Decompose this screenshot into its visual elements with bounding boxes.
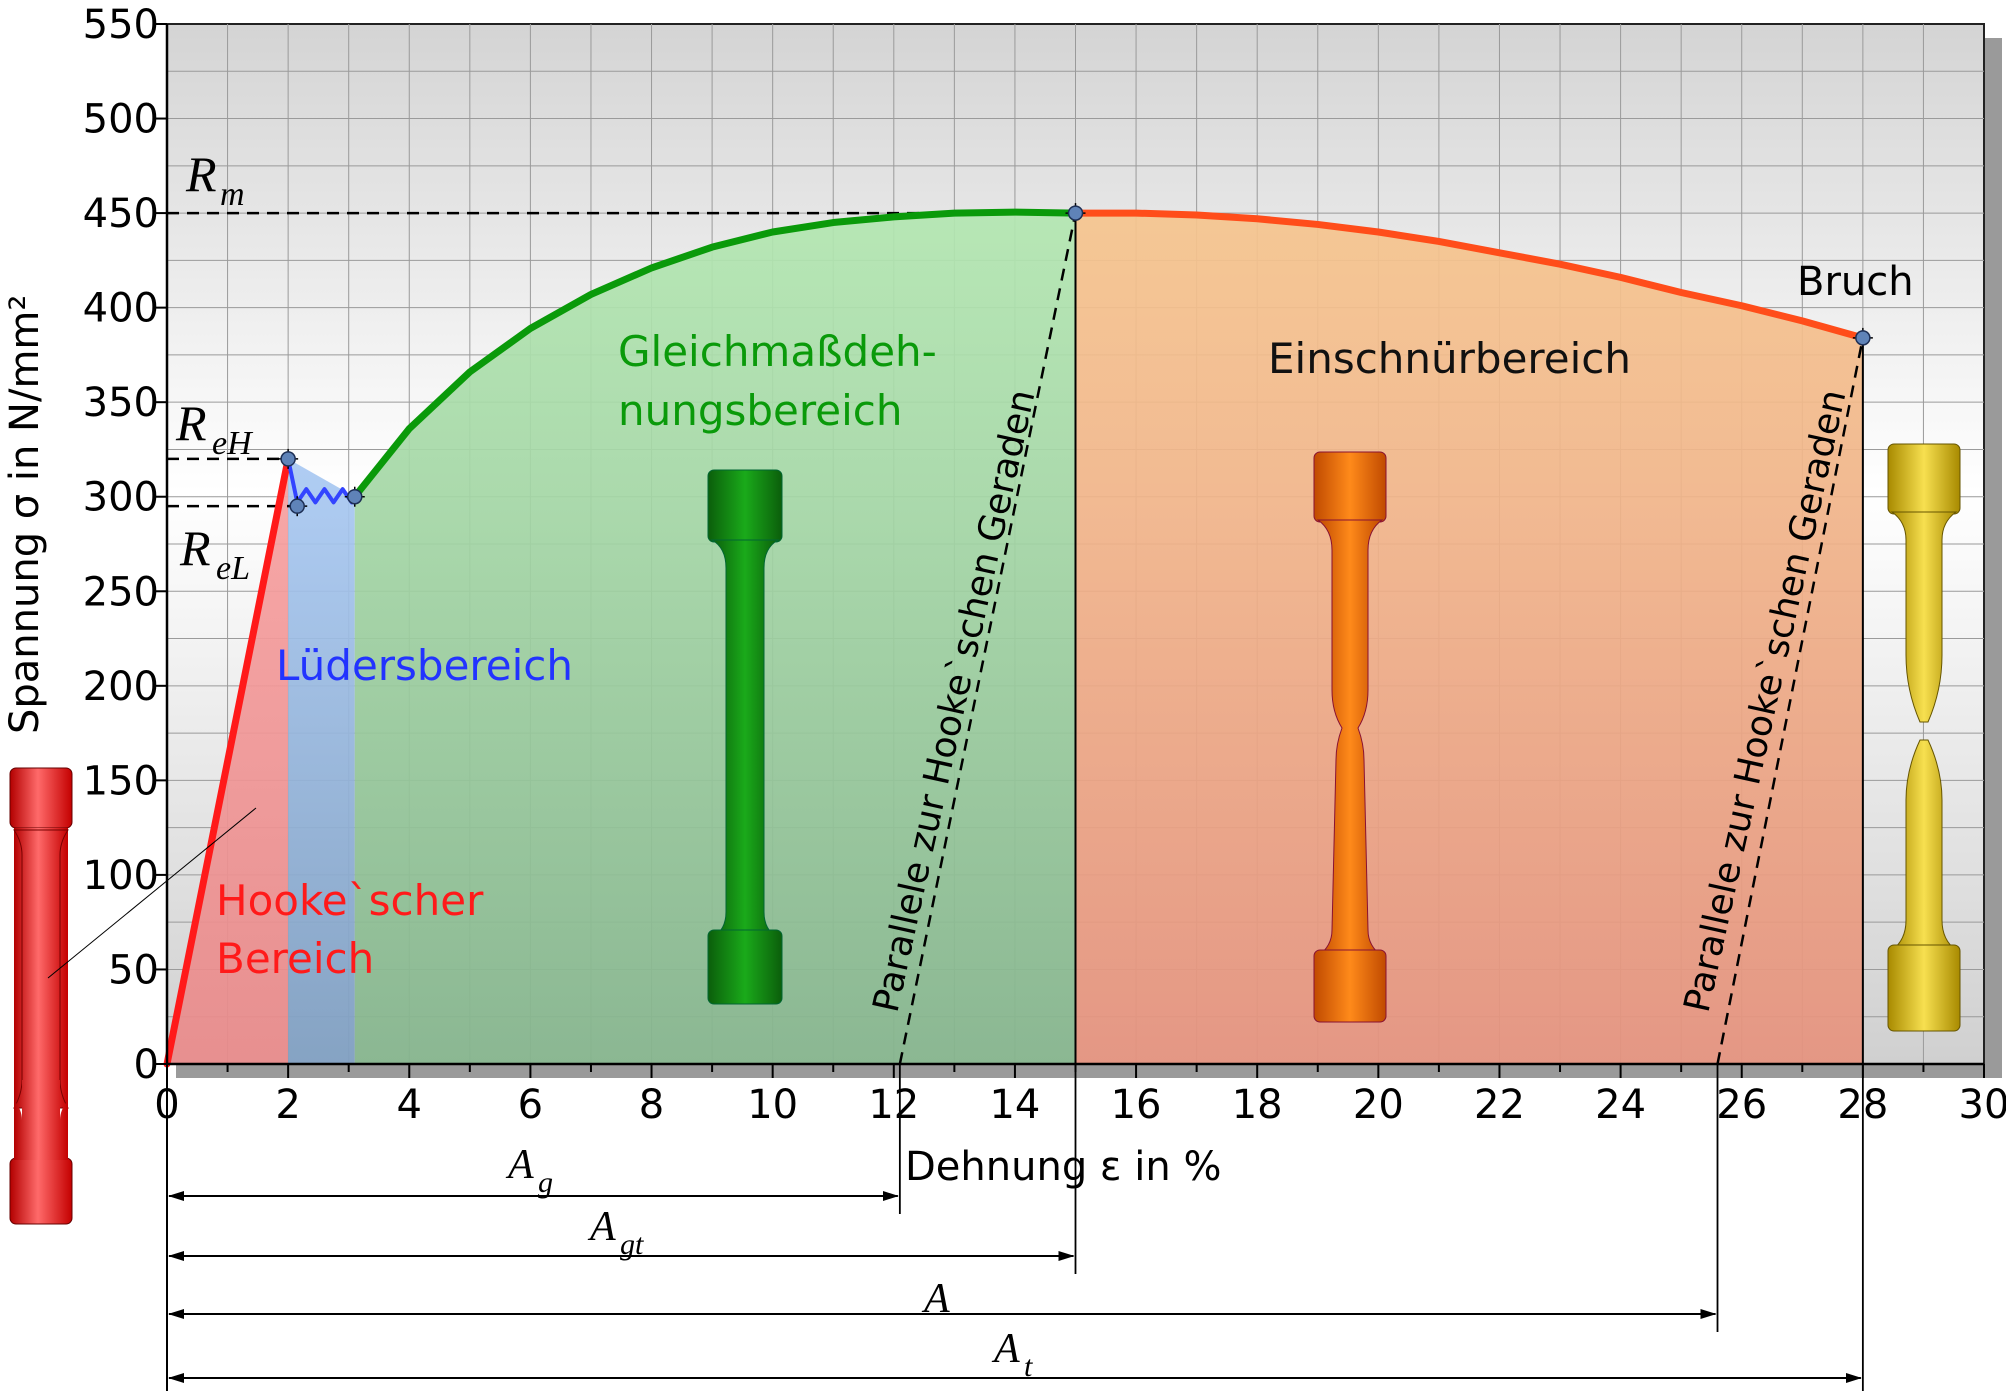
dimension-lines [166,1064,1864,1391]
curves [163,208,1867,1068]
x-tick-label: 24 [1595,1082,1646,1128]
hooke-label-line1: Hooke`scher [216,876,484,925]
at-label: A t [991,1326,1033,1383]
y-tick-label: 350 [83,380,159,426]
y-tick-label: 150 [83,758,159,804]
y-tick-label: 400 [83,286,159,332]
x-tick-label: 14 [989,1082,1040,1128]
y-tick-label: 550 [83,2,159,48]
x-tick-label: 12 [868,1082,919,1128]
gleichmass-label-line1: Gleichmaßdeh- [618,327,937,376]
x-tick-label: 2 [275,1082,300,1128]
data-point [278,448,299,469]
gleichmass-label-line2: nungsbereich [618,386,902,435]
point-marker [1067,205,1084,221]
specimen-orange-icon [1313,451,1387,1023]
a-label: A [921,1276,950,1322]
region-lueders [288,458,355,1065]
hooke-parallel-line [1716,337,1865,1065]
data-point [287,496,308,517]
point-marker [1855,330,1871,346]
rel-label: R eL [179,520,250,587]
point-marker [347,488,363,505]
specimen-yellow-icon [1887,443,1961,1032]
y-tick-label: 450 [83,191,159,237]
data-point [1065,203,1086,224]
data-point [344,486,365,507]
region-gleichmass [354,212,1076,1065]
x-axis-label: Dehnung ε in % [905,1144,1221,1190]
einschnuer-label: Einschnürbereich [1268,334,1631,383]
ag-label: A g [505,1142,553,1199]
x-tick-label: 8 [639,1082,664,1128]
svg-text:g: g [538,1166,553,1199]
data-point [1852,327,1873,348]
curve-einschnuer [1072,209,1867,342]
tick-labels: 0 2 4 6 8 10 12 14 16 18 20 22 24 26 28 300501001502002… [83,2,2006,1128]
x-tick-label: 18 [1232,1082,1283,1128]
regions [167,212,1863,1065]
svg-text:m: m [220,176,245,213]
point-marker [289,498,305,514]
agt-label: A gt [587,1204,644,1261]
y-tick-label: 250 [83,569,159,615]
bruch-label: Bruch [1797,259,1914,305]
x-tick-label: 6 [518,1082,543,1128]
svg-text:R: R [185,146,217,202]
reh-label: R eH [175,395,254,462]
svg-text:A: A [505,1142,534,1188]
y-tick-label: 500 [83,97,159,143]
x-tick-label: 22 [1474,1082,1525,1128]
svg-text:R: R [179,520,211,576]
x-tick-label: 20 [1353,1082,1404,1128]
curve-gleichmass [351,208,1079,501]
svg-text:A: A [587,1204,616,1250]
x-tick-label: 4 [397,1082,422,1128]
guide-lines [167,211,1865,1065]
svg-text:R: R [175,395,207,451]
x-tick-label: 16 [1111,1082,1162,1128]
svg-text:eL: eL [216,550,250,587]
point-marker [280,451,296,467]
svg-text:eH: eH [212,425,254,462]
lueders-label: Lüdersbereich [276,641,573,690]
hooke-label-line2: Bereich [216,934,374,983]
markers [278,203,1873,517]
rm-label: R m [185,146,245,213]
y-tick-label: 0 [134,1042,159,1088]
svg-text:t: t [1024,1350,1033,1383]
y-tick-label: 50 [108,947,159,993]
region-einschnuer [1075,213,1863,1064]
specimen-red-icon [9,767,257,1225]
y-tick-label: 100 [83,853,159,899]
x-tick-label: 10 [747,1082,798,1128]
specimen-green-icon [707,469,783,1005]
y-tick-label: 200 [83,664,159,710]
hooke-parallel-line [898,212,1077,1065]
x-tick-label: 26 [1716,1082,1767,1128]
svg-text:gt: gt [620,1228,644,1261]
x-tick-label: 30 [1959,1082,2006,1128]
svg-text:A: A [991,1326,1020,1372]
y-tick-label: 300 [83,475,159,521]
y-axis-label: Spannung σ in N/mm² [2,295,48,734]
curve-hooke [163,455,292,1068]
